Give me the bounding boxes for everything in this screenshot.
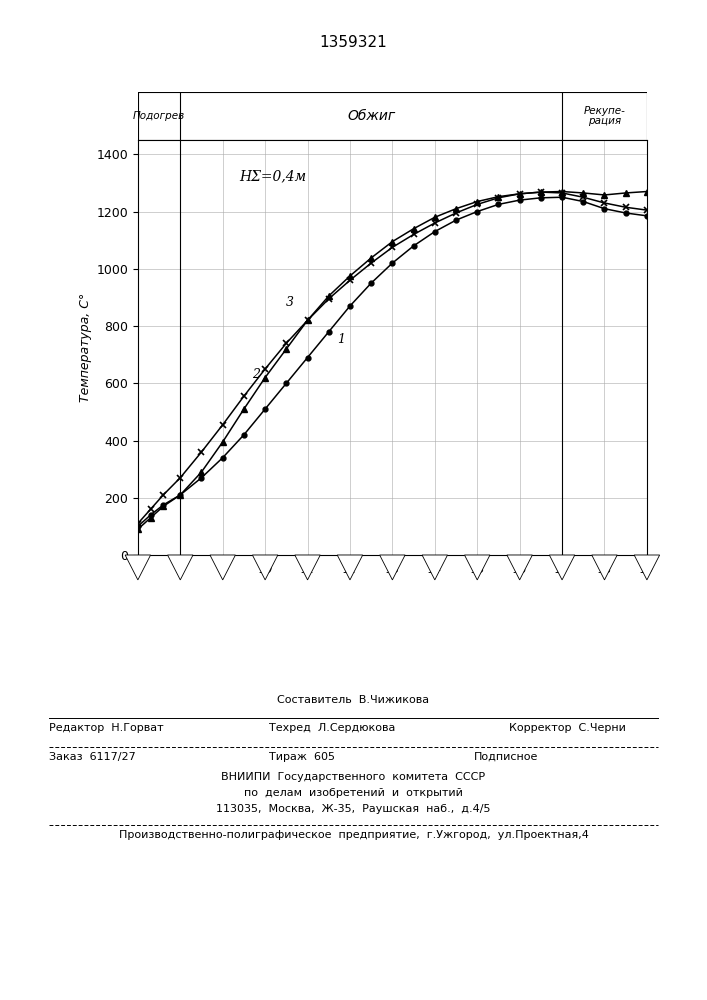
Text: по  делам  изобретений  и  открытий: по делам изобретений и открытий xyxy=(244,788,463,798)
Text: Подписное: Подписное xyxy=(474,752,538,762)
Polygon shape xyxy=(464,555,490,580)
Text: HΣ=0,4м: HΣ=0,4м xyxy=(240,169,307,183)
Text: 1: 1 xyxy=(337,333,345,346)
Text: Корректор  С.Черни: Корректор С.Черни xyxy=(509,723,626,733)
Text: 3: 3 xyxy=(286,296,294,309)
Polygon shape xyxy=(337,555,363,580)
Text: Тираж  605: Тираж 605 xyxy=(269,752,334,762)
Text: 113035,  Москва,  Ж-35,  Раушская  наб.,  д.4/5: 113035, Москва, Ж-35, Раушская наб., д.4… xyxy=(216,804,491,814)
Polygon shape xyxy=(634,555,660,580)
Text: ВНИИПИ  Государственного  комитета  СССР: ВНИИПИ Государственного комитета СССР xyxy=(221,772,486,782)
Text: Составитель  В.Чижикова: Составитель В.Чижикова xyxy=(277,695,430,705)
Text: Заказ  6117/27: Заказ 6117/27 xyxy=(49,752,136,762)
Polygon shape xyxy=(295,555,320,580)
Polygon shape xyxy=(549,555,575,580)
Polygon shape xyxy=(380,555,405,580)
Text: 2: 2 xyxy=(252,368,260,381)
Polygon shape xyxy=(168,555,193,580)
Text: Рекупе-
рация: Рекупе- рация xyxy=(583,106,626,126)
Y-axis label: Температура, С°: Температура, С° xyxy=(79,293,92,402)
Text: 1359321: 1359321 xyxy=(320,35,387,50)
Polygon shape xyxy=(125,555,151,580)
Polygon shape xyxy=(422,555,448,580)
Text: Обжиг: Обжиг xyxy=(347,109,395,123)
Text: Техред  Л.Сердюкова: Техред Л.Сердюкова xyxy=(269,723,395,733)
Polygon shape xyxy=(252,555,278,580)
Polygon shape xyxy=(507,555,532,580)
Text: Производственно-полиграфическое  предприятие,  г.Ужгород,  ул.Проектная,4: Производственно-полиграфическое предприя… xyxy=(119,830,588,840)
Polygon shape xyxy=(210,555,235,580)
Text: Редактор  Н.Горват: Редактор Н.Горват xyxy=(49,723,164,733)
Polygon shape xyxy=(592,555,617,580)
Text: Подогрев: Подогрев xyxy=(133,111,185,121)
